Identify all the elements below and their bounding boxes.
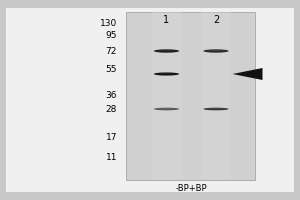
Bar: [152, 12, 182, 180]
Ellipse shape: [160, 73, 173, 74]
Ellipse shape: [203, 108, 229, 110]
Ellipse shape: [154, 49, 179, 53]
Text: 11: 11: [106, 154, 117, 162]
Text: 17: 17: [106, 133, 117, 142]
Text: 72: 72: [106, 46, 117, 55]
Ellipse shape: [154, 72, 179, 76]
Text: 2: 2: [213, 15, 219, 25]
Text: 1: 1: [164, 15, 169, 25]
Text: -BP+BP: -BP+BP: [176, 184, 207, 193]
Ellipse shape: [160, 50, 173, 51]
Ellipse shape: [209, 108, 223, 109]
Ellipse shape: [209, 50, 223, 51]
Text: 95: 95: [106, 30, 117, 40]
Ellipse shape: [203, 49, 229, 53]
Text: 130: 130: [100, 19, 117, 27]
Bar: [201, 12, 231, 180]
Text: 36: 36: [106, 90, 117, 99]
Text: 55: 55: [106, 64, 117, 73]
Text: 28: 28: [106, 105, 117, 114]
Ellipse shape: [154, 108, 179, 110]
Ellipse shape: [160, 108, 173, 109]
Polygon shape: [232, 68, 262, 80]
Bar: [126, 12, 255, 180]
